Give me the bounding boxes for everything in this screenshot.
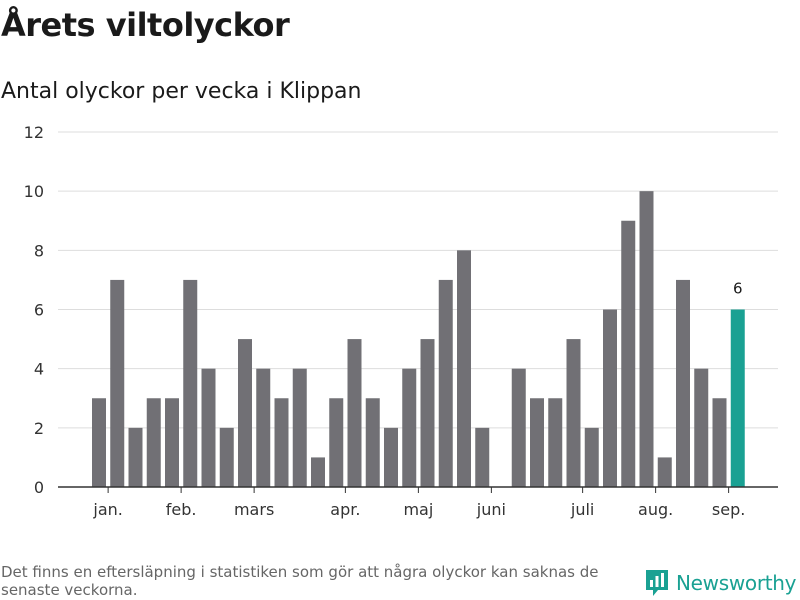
bar [603, 309, 617, 487]
bar [238, 339, 252, 487]
bar [420, 339, 435, 487]
bar [457, 250, 471, 487]
y-tick-label: 2 [34, 419, 44, 438]
highlight-bar [730, 309, 745, 487]
bar [566, 339, 581, 487]
bar [712, 398, 727, 487]
bar [347, 339, 362, 487]
x-tick-label: sep. [712, 500, 745, 519]
bar [329, 398, 344, 487]
x-tick-label: feb. [166, 500, 197, 519]
bar [365, 398, 380, 487]
bar [92, 398, 106, 487]
bar [639, 191, 654, 487]
chart-title: Årets viltolyckor [1, 6, 290, 44]
data-label: 6 [733, 280, 743, 298]
y-tick-label: 10 [24, 182, 44, 201]
chart-subtitle: Antal olyckor per vecka i Klippan [1, 79, 362, 104]
bar [530, 398, 544, 487]
bar [511, 368, 526, 487]
y-tick-label: 8 [34, 241, 44, 260]
x-tick-label: aug. [638, 500, 673, 519]
x-tick-label: mars [234, 500, 274, 519]
bar [128, 427, 143, 487]
brand-logo[interactable]: Newsworthy [644, 568, 797, 598]
bar-chart: 0 2 4 6 8 10 12 6 jan. feb. mars apr. maj juni juli aug… [24, 123, 778, 519]
x-tick-label: jan. [92, 500, 122, 519]
y-tick-label: 12 [24, 123, 44, 142]
x-tick-label: apr. [330, 500, 360, 519]
bar [657, 457, 672, 487]
bar [475, 427, 490, 487]
y-tick-label: 0 [34, 478, 44, 497]
bar [694, 368, 709, 487]
bar [146, 398, 161, 487]
bar-chart-logo-icon [646, 570, 668, 596]
y-tick-label: 4 [34, 360, 44, 379]
bar [384, 427, 398, 487]
bar [201, 368, 216, 487]
x-tick-label: maj [403, 500, 433, 519]
bar [165, 398, 179, 487]
bar [292, 368, 307, 487]
bar [183, 279, 198, 487]
bar [676, 279, 690, 487]
brand-name: Newsworthy [676, 571, 797, 595]
bar [219, 427, 234, 487]
y-tick-label: 6 [34, 301, 44, 320]
x-tick-label: juli [570, 500, 594, 519]
bar [548, 398, 563, 487]
bar [256, 368, 271, 487]
footnote: Det finns en eftersläpning i statistiken… [1, 563, 599, 599]
bar [274, 398, 289, 487]
bar [110, 279, 125, 487]
bar [438, 279, 453, 487]
bar [311, 457, 325, 487]
bar [584, 427, 599, 487]
bar [402, 368, 417, 487]
x-tick-label: juni [476, 500, 506, 519]
bar [621, 220, 636, 487]
